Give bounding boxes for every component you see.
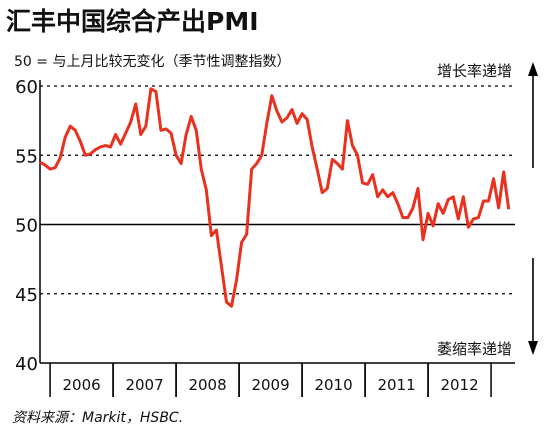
chart-subtitle: 50 = 与上月比较无变化（季节性调整指数） xyxy=(14,54,290,70)
x-tick-label: 2012 xyxy=(440,376,478,394)
y-tick-label: 60 xyxy=(15,77,38,98)
annotation: 增长率递增 xyxy=(437,62,512,80)
x-tick-label: 2011 xyxy=(377,376,415,394)
x-tick-label: 2007 xyxy=(125,376,163,394)
x-tick-label: 2010 xyxy=(314,376,352,394)
y-tick-label: 55 xyxy=(15,146,38,167)
source-note: 资料来源：Markit，HSBC. xyxy=(12,410,183,426)
y-tick-label: 45 xyxy=(15,285,38,306)
y-tick-label: 40 xyxy=(15,354,38,375)
chart-title: 汇丰中国综合产出PMI xyxy=(6,7,259,36)
y-tick-label: 50 xyxy=(15,216,38,237)
x-tick-label: 2008 xyxy=(188,376,226,394)
x-tick-label: 2006 xyxy=(62,376,100,394)
x-tick-label: 2009 xyxy=(251,376,289,394)
annotation: 萎缩率递增 xyxy=(437,340,512,358)
arrow xyxy=(528,62,538,355)
data-line xyxy=(39,87,511,308)
